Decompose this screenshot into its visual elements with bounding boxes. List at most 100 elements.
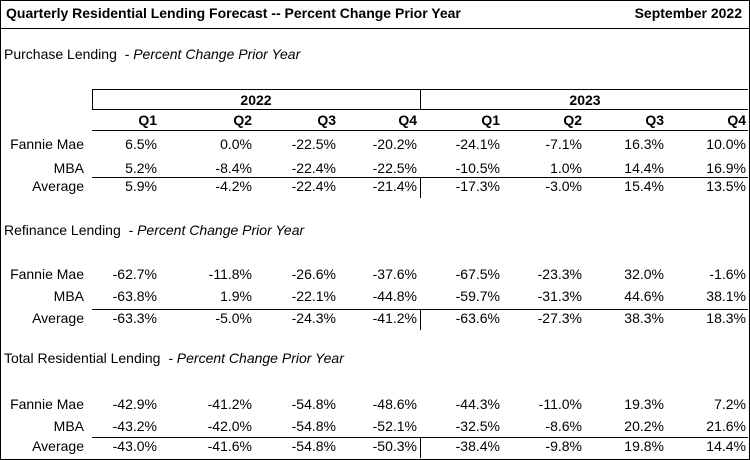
- table-cell: -37.6%: [372, 266, 417, 282]
- quarter-header-2022-q1: Q1: [138, 112, 157, 128]
- row-label: MBA: [53, 418, 84, 434]
- row-label: Fannie Mae: [10, 266, 84, 282]
- row-label: Average: [32, 310, 84, 326]
- quarter-header-underline: [92, 130, 748, 131]
- section-name: Refinance Lending: [4, 222, 129, 238]
- table-cell: -54.8%: [291, 396, 336, 412]
- quarter-header-2023-q1: Q1: [481, 112, 500, 128]
- average-row-divider: [420, 437, 421, 458]
- table-cell: -7.1%: [545, 136, 582, 152]
- table-cell: -38.4%: [455, 438, 500, 454]
- table-cell: -62.7%: [112, 266, 157, 282]
- table-cell: 14.4%: [706, 438, 746, 454]
- table-cell: -20.2%: [372, 136, 417, 152]
- table-cell: -9.8%: [545, 438, 582, 454]
- table-cell: -11.0%: [538, 396, 582, 412]
- table-cell: 16.9%: [706, 160, 746, 176]
- year-2023-header: 2023: [569, 92, 601, 108]
- table-cell: -22.1%: [291, 288, 336, 304]
- section-heading-0: Purchase Lending - Percent Change Prior …: [4, 46, 300, 62]
- section-heading-2: Total Residential Lending - Percent Chan…: [4, 350, 344, 366]
- table-cell: 0.0%: [220, 136, 252, 152]
- table-cell: -41.6%: [207, 438, 252, 454]
- table-cell: 10.0%: [706, 136, 746, 152]
- row-label: Fannie Mae: [10, 396, 84, 412]
- table-cell: -43.2%: [112, 418, 157, 434]
- row-label: Fannie Mae: [10, 136, 84, 152]
- table-cell: 13.5%: [706, 178, 746, 194]
- table-cell: -41.2%: [207, 396, 252, 412]
- table-cell: -52.1%: [372, 418, 417, 434]
- table-cell: -24.3%: [291, 310, 336, 326]
- table-cell: -22.4%: [291, 178, 336, 194]
- table-cell: -10.5%: [455, 160, 500, 176]
- table-cell: -43.0%: [112, 438, 157, 454]
- table-cell: 19.8%: [624, 438, 664, 454]
- table-cell: 14.4%: [624, 160, 664, 176]
- table-cell: -22.5%: [372, 160, 417, 176]
- quarter-header-2023-q4: Q4: [727, 112, 746, 128]
- average-row-divider: [420, 177, 421, 198]
- year-divider: [420, 89, 421, 110]
- table-cell: -27.3%: [537, 310, 582, 326]
- table-cell: -44.3%: [455, 396, 500, 412]
- table-cell: -22.5%: [291, 136, 336, 152]
- table-cell: 1.0%: [550, 160, 582, 176]
- page-title: Quarterly Residential Lending Forecast -…: [6, 5, 461, 21]
- table-cell: 1.9%: [220, 288, 252, 304]
- year-2022-header: 2022: [240, 92, 272, 108]
- table-cell: 20.2%: [624, 418, 664, 434]
- table-cell: 21.6%: [706, 418, 746, 434]
- table-cell: -23.3%: [537, 266, 582, 282]
- table-cell: 18.3%: [706, 310, 746, 326]
- quarter-header-2022-q3: Q3: [317, 112, 336, 128]
- table-cell: 7.2%: [714, 396, 746, 412]
- row-label: MBA: [53, 288, 84, 304]
- table-cell: -8.6%: [545, 418, 582, 434]
- table-cell: 38.1%: [706, 288, 746, 304]
- row-label: Average: [32, 438, 84, 454]
- table-cell: -26.6%: [291, 266, 336, 282]
- table-cell: -41.2%: [372, 310, 417, 326]
- table-cell: 38.3%: [624, 310, 664, 326]
- average-row-divider: [420, 309, 421, 330]
- table-cell: -32.5%: [455, 418, 500, 434]
- table-cell: -17.3%: [455, 178, 500, 194]
- table-cell: -8.4%: [215, 160, 252, 176]
- table-cell: -42.0%: [207, 418, 252, 434]
- table-cell: -63.3%: [112, 310, 157, 326]
- section-name: Total Residential Lending: [4, 350, 169, 366]
- table-cell: -31.3%: [537, 288, 582, 304]
- table-cell: -1.6%: [709, 266, 746, 282]
- quarter-header-2022-q4: Q4: [398, 112, 417, 128]
- table-cell: -59.7%: [455, 288, 500, 304]
- quarter-header-2022-q2: Q2: [233, 112, 252, 128]
- table-cell: -54.8%: [291, 438, 336, 454]
- section-name: Purchase Lending: [4, 46, 125, 62]
- table-cell: -63.8%: [112, 288, 157, 304]
- table-cell: 5.9%: [125, 178, 157, 194]
- quarter-header-2023-q2: Q2: [563, 112, 582, 128]
- row-label: MBA: [53, 160, 84, 176]
- table-cell: -4.2%: [215, 178, 252, 194]
- table-cell: 5.2%: [125, 160, 157, 176]
- table-cell: -50.3%: [372, 438, 417, 454]
- table-cell: -22.4%: [291, 160, 336, 176]
- table-cell: 44.6%: [624, 288, 664, 304]
- section-subtitle: - Percent Change Prior Year: [128, 222, 305, 238]
- table-cell: 6.5%: [125, 136, 157, 152]
- table-cell: -48.6%: [372, 396, 417, 412]
- table-cell: -42.9%: [112, 396, 157, 412]
- quarter-header-2023-q3: Q3: [645, 112, 664, 128]
- table-cell: -11.8%: [208, 266, 252, 282]
- report-date: September 2022: [634, 5, 742, 21]
- table-cell: -5.0%: [215, 310, 252, 326]
- table-cell: -24.1%: [455, 136, 500, 152]
- section-heading-1: Refinance Lending - Percent Change Prior…: [4, 222, 304, 238]
- table-cell: 19.3%: [624, 396, 664, 412]
- table-cell: 32.0%: [624, 266, 664, 282]
- table-cell: -3.0%: [545, 178, 582, 194]
- row-label: Average: [32, 178, 84, 194]
- table-cell: 16.3%: [624, 136, 664, 152]
- table-cell: -21.4%: [372, 178, 417, 194]
